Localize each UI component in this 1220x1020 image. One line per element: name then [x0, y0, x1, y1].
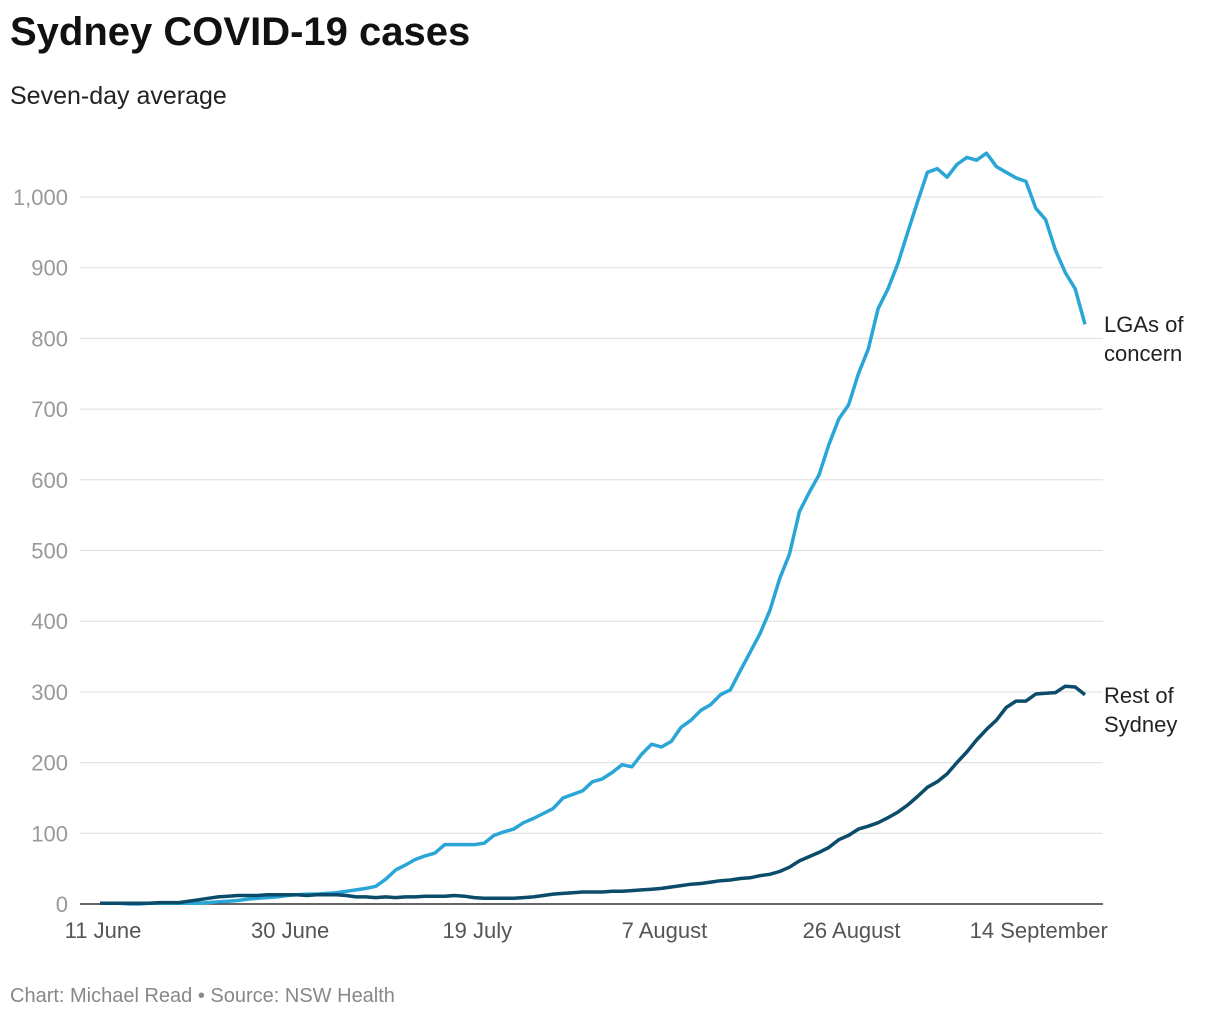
series-line	[100, 684, 1087, 906]
y-tick-label: 400	[31, 609, 68, 634]
chart-subtitle: Seven-day average	[10, 82, 227, 110]
y-tick-label: 600	[31, 468, 68, 493]
x-tick-label: 30 June	[251, 918, 329, 943]
x-tick-label: 11 June	[65, 918, 142, 943]
series-line	[100, 151, 1087, 906]
y-tick-label: 200	[31, 751, 68, 776]
y-tick-label: 900	[31, 256, 68, 281]
x-tick-label: 19 July	[442, 918, 512, 943]
series-label: Rest of Sydney	[1104, 682, 1178, 737]
y-tick-label: 500	[31, 539, 68, 564]
chart-title: Sydney COVID-19 cases	[10, 10, 471, 54]
x-tick-label: 26 August	[803, 918, 901, 943]
source-note: Chart: Michael Read • Source: NSW Health	[10, 985, 395, 1007]
y-tick-label: 1,000	[13, 185, 68, 210]
y-tick-label: 100	[31, 821, 68, 846]
y-tick-label: 300	[31, 680, 68, 705]
y-tick-label: 700	[31, 397, 68, 422]
x-tick-label: 14 September	[970, 918, 1108, 943]
series-label: LGAs of concern	[1104, 312, 1184, 367]
x-tick-label: 7 August	[622, 918, 708, 943]
y-tick-label: 800	[31, 326, 68, 351]
y-tick-label: 0	[56, 892, 68, 917]
